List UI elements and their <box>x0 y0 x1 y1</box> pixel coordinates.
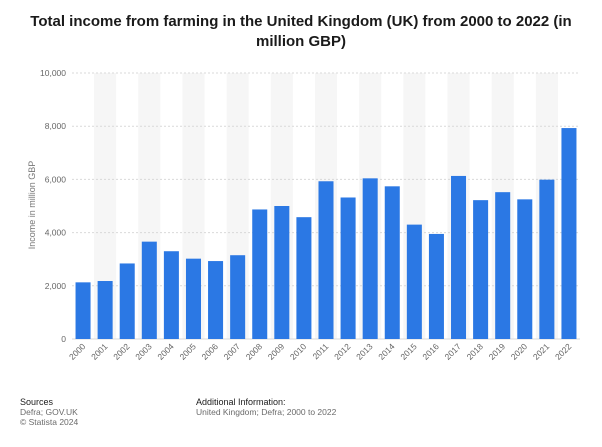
bar-2010[interactable] <box>296 217 312 339</box>
y-tick-label: 0 <box>61 334 66 344</box>
bar-2014[interactable] <box>384 186 400 339</box>
bar-2019[interactable] <box>495 192 511 339</box>
x-tick-label: 2016 <box>420 341 441 362</box>
bars <box>75 128 577 339</box>
x-tick-label: 2011 <box>310 341 330 361</box>
bar-2004[interactable] <box>163 251 179 339</box>
x-tick-label: 2004 <box>155 341 176 362</box>
chart-title: Total income from farming in the United … <box>30 13 572 50</box>
bar-2022[interactable] <box>561 128 577 339</box>
x-tick-label: 2012 <box>332 341 353 362</box>
x-tick-label: 2017 <box>442 341 463 362</box>
y-tick-label: 10,000 <box>40 68 66 78</box>
x-tick-label: 2015 <box>398 341 419 362</box>
x-tick-label: 2019 <box>487 341 508 362</box>
x-tick-label: 2006 <box>200 341 221 362</box>
x-tick-label: 2022 <box>553 341 574 362</box>
x-tick-label: 2003 <box>133 341 154 362</box>
bar-2007[interactable] <box>230 255 246 339</box>
y-tick-label: 2,000 <box>45 281 67 291</box>
additional-info-block: Additional Information: United Kingdom; … <box>196 397 336 417</box>
bar-2013[interactable] <box>362 178 378 339</box>
y-axis-tick-labels: 0 2,000 4,000 6,000 8,000 10,000 <box>40 68 66 344</box>
bar-2015[interactable] <box>406 224 422 339</box>
additional-info-heading: Additional Information: <box>196 397 286 407</box>
x-tick-label: 2001 <box>89 341 110 362</box>
x-tick-label: 2002 <box>111 341 132 362</box>
x-tick-label: 2005 <box>177 341 198 362</box>
bar-2009[interactable] <box>274 206 290 339</box>
x-axis-tick-labels: 2000 2001 2002 2003 2004 2005 2006 2007 2008 2009… <box>67 341 574 362</box>
bar-2018[interactable] <box>473 200 489 339</box>
y-axis-label: Income in million GBP <box>27 161 37 250</box>
sources-line: Defra; GOV.UK <box>20 407 78 417</box>
bar-2006[interactable] <box>208 261 224 339</box>
bar-2008[interactable] <box>252 209 268 339</box>
x-tick-label: 2010 <box>288 341 309 362</box>
bar-2012[interactable] <box>340 197 356 339</box>
bar-2003[interactable] <box>141 241 157 339</box>
x-tick-label: 2007 <box>222 341 243 362</box>
bar-2000[interactable] <box>75 282 91 339</box>
x-tick-label: 2020 <box>509 341 530 362</box>
x-tick-label: 2014 <box>376 341 397 362</box>
x-tick-label: 2000 <box>67 341 88 362</box>
bar-2002[interactable] <box>119 263 135 339</box>
column-band <box>94 73 117 339</box>
y-tick-label: 4,000 <box>45 228 67 238</box>
copyright-line: © Statista 2024 <box>20 417 79 427</box>
y-tick-label: 8,000 <box>45 121 67 131</box>
x-tick-label: 2009 <box>266 341 287 362</box>
bar-2005[interactable] <box>185 258 201 339</box>
x-tick-label: 2021 <box>531 341 552 362</box>
y-tick-label: 6,000 <box>45 174 67 184</box>
additional-info-line: United Kingdom; Defra; 2000 to 2022 <box>196 407 337 417</box>
x-tick-label: 2018 <box>465 341 486 362</box>
bar-2017[interactable] <box>451 175 467 339</box>
sources-heading: Sources <box>20 397 54 407</box>
sources-block: Sources Defra; GOV.UK © Statista 2024 <box>20 397 78 427</box>
bar-2001[interactable] <box>97 281 113 339</box>
bar-2020[interactable] <box>517 199 533 339</box>
bar-2016[interactable] <box>428 233 444 339</box>
bar-2021[interactable] <box>539 179 555 339</box>
bar-2011[interactable] <box>318 181 334 339</box>
x-tick-label: 2013 <box>354 341 375 362</box>
x-tick-label: 2008 <box>244 341 265 362</box>
